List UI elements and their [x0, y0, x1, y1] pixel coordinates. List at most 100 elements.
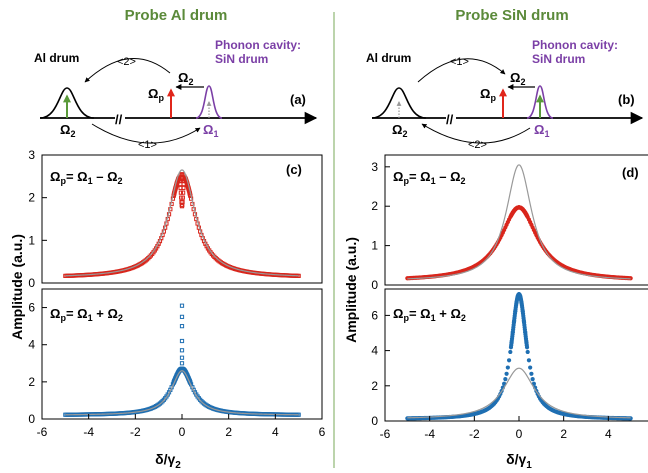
y-tick-label: 6 — [28, 301, 35, 315]
model-line — [65, 370, 299, 416]
y-tick-label: 3 — [28, 148, 35, 162]
right-break-gap — [446, 112, 456, 124]
data-point — [179, 355, 185, 360]
right-title: Probe SiN drum — [455, 7, 568, 24]
data-point — [179, 314, 185, 319]
x-tick-label: 2 — [225, 425, 232, 439]
x-tick-label: 2 — [560, 427, 567, 441]
left-phonon-label-1: Phonon cavity: — [215, 38, 301, 52]
x-tick-label: 6 — [319, 425, 326, 439]
y-tick-label: 2 — [28, 191, 35, 205]
data-point — [505, 365, 510, 370]
data-point — [179, 303, 185, 308]
left-al-peak — [39, 87, 95, 119]
right-plot-top-tag: (d) — [622, 165, 639, 180]
left-schematic: Al drum Phonon cavity: SiN drum // Ωp Ω2… — [34, 38, 318, 151]
right-plot-top-formula: Ωp= Ω1 – Ω2 — [393, 169, 466, 186]
left-plot-bottom: Ωp= Ω1 + Ω2 0 2 4 6 -6 -4 -2 0 2 4 6 — [28, 288, 326, 439]
x-tick-label: 0 — [516, 427, 523, 441]
y-tick-label: 4 — [28, 338, 35, 352]
right-phonon-label-1: Phonon cavity: — [532, 38, 618, 52]
left-plot-top-frame — [41, 154, 323, 284]
right-omega-p: Ωp — [480, 86, 496, 103]
left-panel-tag-a: (a) — [290, 92, 306, 107]
left-plot-top: (c) Ωp= Ω1 – Ω2 0 1 2 3 — [28, 148, 323, 290]
data-point — [530, 377, 535, 382]
x-tick-label: -6 — [380, 427, 391, 441]
x-tick-label: -6 — [37, 425, 48, 439]
left-break-gap — [115, 112, 125, 124]
y-tick-label: 3 — [371, 160, 378, 174]
data-point — [179, 361, 185, 366]
right-arc-bottom-label: <2> — [468, 139, 487, 151]
y-tick-label: 0 — [28, 412, 35, 426]
data-point — [524, 213, 530, 218]
y-tick-label: 1 — [28, 233, 35, 247]
right-break-mark: // — [446, 112, 454, 127]
left-xlabel: δ/γ2 — [155, 451, 181, 471]
right-al-peak — [371, 87, 427, 119]
x-tick-label: -4 — [83, 425, 94, 439]
data-point — [525, 349, 530, 355]
data-point — [529, 371, 534, 376]
y-tick-label: 2 — [28, 375, 35, 389]
right-omega1-label: Ω1 — [534, 122, 549, 139]
y-tick-label: 6 — [371, 308, 378, 322]
right-phonon-label-2: SiN drum — [532, 52, 585, 66]
left-al-drum-label: Al drum — [34, 51, 79, 65]
left-break-mark: // — [115, 112, 123, 127]
data-point — [503, 377, 508, 382]
left-plot-top-tag: (c) — [286, 162, 302, 177]
y-tick-label: 0 — [28, 276, 35, 290]
x-tick-label: -2 — [469, 427, 480, 441]
y-tick-label: 0 — [371, 414, 378, 428]
left-arc-top-label: <2> — [117, 56, 136, 68]
y-tick-label: 4 — [371, 344, 378, 358]
right-arc-top — [417, 58, 506, 83]
right-omega2-label: Ω2 — [392, 122, 407, 139]
data-point — [181, 190, 186, 195]
left-sin-peak — [195, 85, 223, 119]
data-point — [180, 199, 185, 205]
right-omega2-top: Ω2 — [510, 70, 525, 87]
data-point — [508, 349, 513, 355]
left-ylabel: Amplitude (a.u.) — [9, 234, 25, 340]
data-point — [179, 338, 185, 344]
right-xlabel: δ/γ1 — [506, 451, 532, 471]
y-tick-label: 2 — [371, 379, 378, 393]
data-point — [506, 358, 512, 363]
left-phonon-label-2: SiN drum — [215, 52, 268, 66]
right-sin-peak — [526, 85, 554, 119]
left-omega1-label: Ω1 — [203, 122, 218, 139]
right-schematic: Al drum Phonon cavity: SiN drum // Ωp Ω2… — [366, 38, 644, 151]
left-omega2-label: Ω2 — [60, 122, 75, 139]
left-omega2-top: Ω2 — [178, 70, 193, 87]
x-tick-label: 4 — [605, 427, 612, 441]
y-tick-label: 0 — [371, 278, 378, 292]
x-tick-label: -4 — [424, 427, 435, 441]
right-plot-top: (d) Ωp= Ω1 – Ω2 0 1 2 3 — [371, 154, 648, 292]
x-tick-label: -2 — [130, 425, 141, 439]
model-line — [65, 169, 299, 277]
left-plot-bottom-formula: Ωp= Ω1 + Ω2 — [50, 306, 123, 323]
left-plot-top-formula: Ωp= Ω1 – Ω2 — [50, 169, 123, 186]
data-point — [180, 195, 185, 200]
data-point — [524, 345, 530, 350]
data-point — [179, 324, 185, 329]
data-point — [178, 181, 183, 187]
data-point — [526, 358, 532, 363]
right-plot-top-frame — [384, 154, 648, 286]
data-point — [504, 371, 509, 376]
x-tick-label: 4 — [272, 425, 279, 439]
left-omega-p: Ωp — [148, 86, 164, 103]
x-tick-label: 0 — [179, 425, 186, 439]
left-title: Probe Al drum — [125, 7, 228, 24]
data-point — [528, 365, 533, 370]
data-point — [179, 348, 185, 353]
model-line — [407, 367, 631, 419]
right-arc-top-label: <1> — [450, 56, 469, 68]
y-tick-label: 1 — [371, 239, 378, 253]
right-arc-bottom — [421, 123, 531, 144]
